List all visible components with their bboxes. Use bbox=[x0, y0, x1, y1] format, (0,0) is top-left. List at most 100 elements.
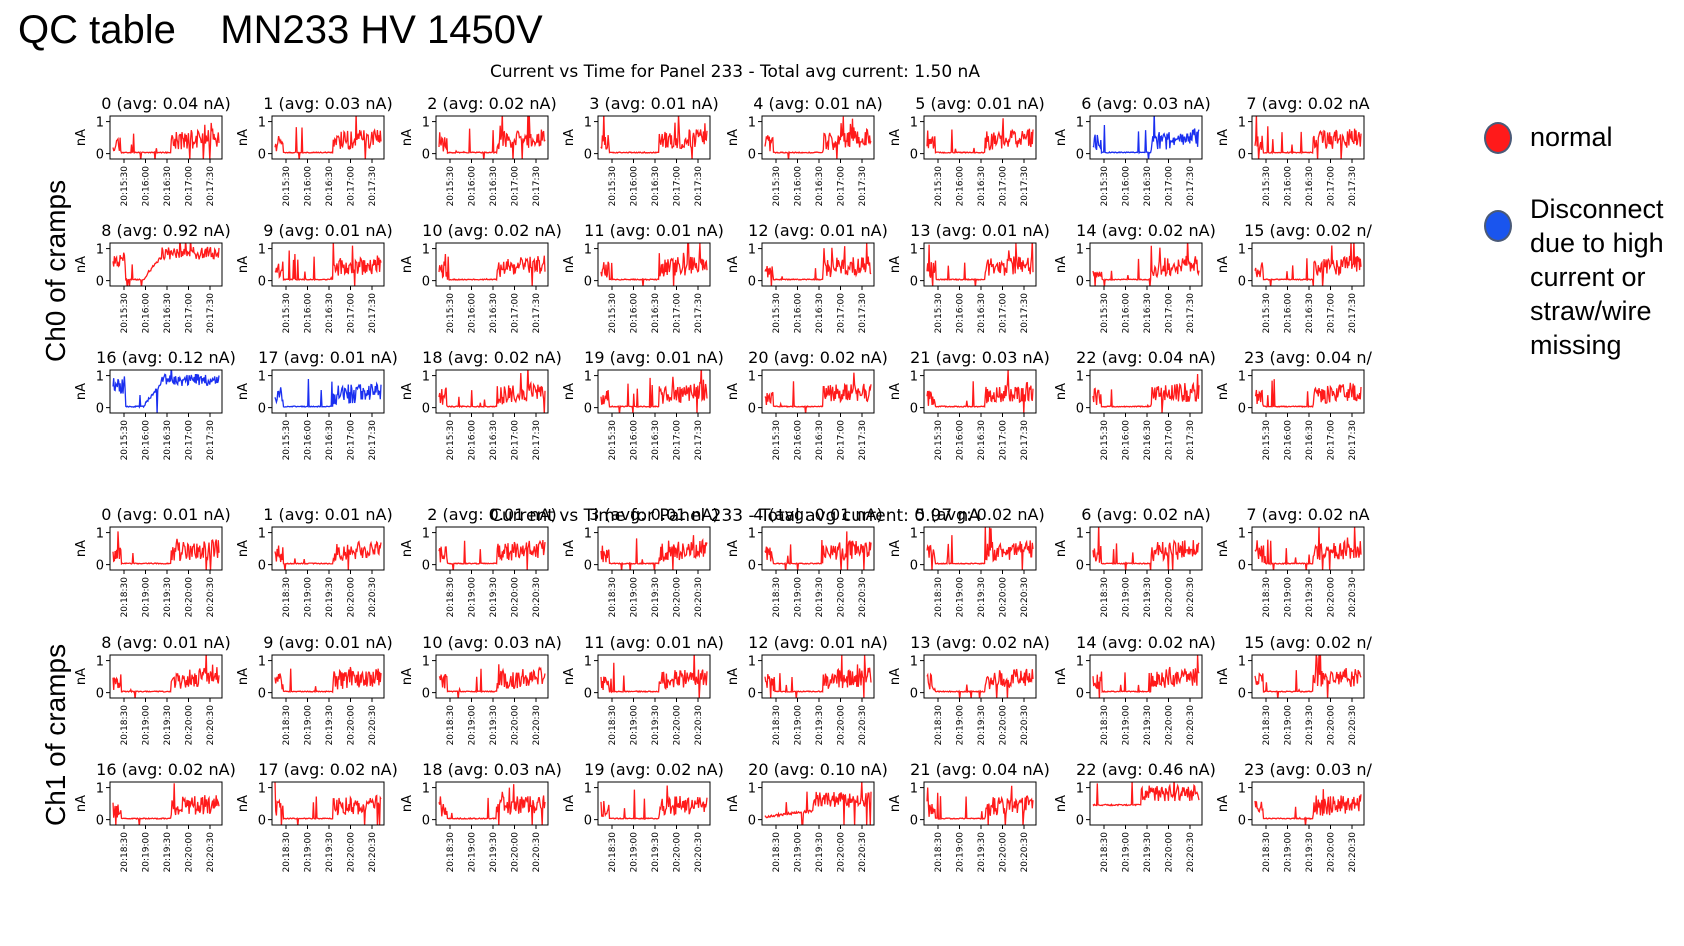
panel-1-3: 3 (avg: 0.01 nA) 1 0 nA 20:18:30 20:19:00 20:1… bbox=[562, 505, 719, 617]
panel-title: 9 (avg: 0.01 nA) bbox=[263, 221, 392, 240]
panel-title: 22 (avg: 0.04 nA) bbox=[1076, 348, 1216, 367]
panel-title: 8 (avg: 0.01 nA) bbox=[101, 633, 230, 652]
x-tick-label: 20:16:30 bbox=[977, 293, 987, 334]
series-line bbox=[1092, 527, 1200, 570]
x-tick-label: 20:19:30 bbox=[1143, 577, 1153, 618]
y-tick-label: 0 bbox=[910, 402, 918, 417]
y-axis-label: nA bbox=[726, 129, 741, 146]
x-tick-label: 20:20:30 bbox=[532, 705, 542, 746]
x-tick-label: 20:20:00 bbox=[1165, 577, 1175, 618]
x-tick-label: 20:20:30 bbox=[858, 577, 868, 618]
plot-frame bbox=[597, 369, 711, 414]
x-tick-label: 20:17:00 bbox=[185, 166, 195, 207]
y-axis-label: nA bbox=[726, 256, 741, 273]
y-tick-label: 0 bbox=[584, 402, 592, 417]
x-tick-label: 20:16:00 bbox=[630, 293, 640, 334]
x-tick-label: 20:16:00 bbox=[142, 166, 152, 207]
plot-frame bbox=[1089, 526, 1203, 571]
panel-1-0: 0 (avg: 0.01 nA) 1 0 nA 20:18:30 20:19:00 20:1… bbox=[74, 505, 231, 617]
x-tick-label: 20:19:00 bbox=[1122, 705, 1132, 746]
legend-label-normal: normal bbox=[1530, 122, 1613, 152]
x-tick-label: 20:19:30 bbox=[325, 705, 335, 746]
x-tick-label: 20:19:30 bbox=[1305, 832, 1315, 873]
panel-1-10: 10 (avg: 0.03 nA) 1 0 nA 20:18:30 20:19:00 20:… bbox=[400, 633, 562, 745]
panel-title: 10 (avg: 0.02 nA) bbox=[422, 221, 562, 240]
y-tick-label: 0 bbox=[258, 148, 266, 163]
legend-dot-disconnect bbox=[1484, 210, 1512, 242]
x-tick-label: 20:19:30 bbox=[163, 832, 173, 873]
panel-title: 16 (avg: 0.02 nA) bbox=[96, 760, 236, 779]
y-tick-label: 1 bbox=[1238, 370, 1246, 385]
y-axis-label: nA bbox=[1054, 129, 1069, 146]
panel-title: 6 (avg: 0.02 nA) bbox=[1081, 505, 1210, 524]
y-axis-label: nA bbox=[1054, 256, 1069, 273]
y-axis-label: nA bbox=[236, 795, 251, 812]
x-tick-label: 20:20:30 bbox=[206, 705, 216, 746]
x-tick-label: 20:16:30 bbox=[977, 420, 987, 461]
plot-frame bbox=[761, 526, 875, 571]
x-tick-label: 20:15:30 bbox=[608, 166, 618, 207]
x-tick-label: 20:17:30 bbox=[1348, 420, 1358, 461]
x-tick-label: 20:19:30 bbox=[977, 577, 987, 618]
x-tick-label: 20:17:30 bbox=[532, 166, 542, 207]
x-tick-label: 20:15:30 bbox=[772, 420, 782, 461]
y-tick-label: 1 bbox=[910, 527, 918, 542]
y-tick-label: 1 bbox=[584, 243, 592, 258]
x-tick-label: 20:20:00 bbox=[999, 705, 1009, 746]
y-tick-label: 0 bbox=[910, 687, 918, 702]
x-tick-label: 20:17:00 bbox=[185, 293, 195, 334]
x-tick-label: 20:20:30 bbox=[694, 832, 704, 873]
y-tick-label: 0 bbox=[748, 687, 756, 702]
x-tick-label: 20:16:00 bbox=[468, 420, 478, 461]
x-tick-label: 20:20:00 bbox=[1327, 705, 1337, 746]
panel-title: 2 (avg: 0.01 nA) bbox=[427, 505, 556, 524]
y-tick-label: 1 bbox=[584, 527, 592, 542]
x-tick-label: 20:19:30 bbox=[325, 832, 335, 873]
x-tick-label: 20:15:30 bbox=[282, 420, 292, 461]
legend-label-disconnect-line5: missing bbox=[1530, 330, 1622, 360]
plot-frame bbox=[271, 115, 385, 160]
plot-frame bbox=[435, 369, 549, 414]
x-tick-label: 20:16:00 bbox=[142, 293, 152, 334]
panel-1-12: 12 (avg: 0.01 nA) 1 0 nA 20:18:30 20:19:00 20:… bbox=[726, 633, 888, 745]
x-tick-label: 20:16:00 bbox=[304, 293, 314, 334]
panel-title: 2 (avg: 0.02 nA) bbox=[427, 94, 556, 113]
panel-0-21: 21 (avg: 0.03 nA) 1 0 nA 20:15:30 20:16:00 20:… bbox=[888, 348, 1050, 460]
y-tick-label: 0 bbox=[1076, 559, 1084, 574]
x-tick-label: 20:17:30 bbox=[1348, 166, 1358, 207]
panel-title: 13 (avg: 0.01 nA) bbox=[910, 221, 1050, 240]
panel-0-6: 6 (avg: 0.03 nA) 1 0 nA 20:15:30 20:16:00 20:1… bbox=[1054, 94, 1211, 206]
y-axis-label: nA bbox=[74, 540, 89, 557]
plot-frame bbox=[597, 526, 711, 571]
x-tick-label: 20:17:30 bbox=[1020, 420, 1030, 461]
y-tick-label: 1 bbox=[96, 655, 104, 670]
y-tick-label: 0 bbox=[96, 687, 104, 702]
x-tick-label: 20:18:30 bbox=[1100, 832, 1110, 873]
y-tick-label: 0 bbox=[1076, 814, 1084, 829]
panel-0-9: 9 (avg: 0.01 nA) 1 0 nA 20:15:30 20:16:00 20:1… bbox=[236, 221, 393, 333]
x-tick-label: 20:19:30 bbox=[489, 577, 499, 618]
y-axis-label: nA bbox=[1054, 540, 1069, 557]
x-tick-label: 20:17:00 bbox=[1327, 420, 1337, 461]
panel-title: 21 (avg: 0.03 nA) bbox=[910, 348, 1050, 367]
x-tick-label: 20:18:30 bbox=[772, 705, 782, 746]
panel-0-2: 2 (avg: 0.02 nA) 1 0 nA 20:15:30 20:16:00 20:1… bbox=[400, 94, 557, 206]
panel-title: 11 (avg: 0.01 nA) bbox=[584, 221, 724, 240]
panel-1-5: 5 (avg: 0.02 nA) 1 0 nA 20:18:30 20:19:00 20:1… bbox=[888, 505, 1045, 617]
y-axis-label: nA bbox=[888, 540, 903, 557]
y-tick-label: 0 bbox=[1238, 687, 1246, 702]
plot-frame bbox=[597, 654, 711, 699]
y-axis-label: nA bbox=[726, 540, 741, 557]
x-tick-label: 20:19:00 bbox=[304, 705, 314, 746]
y-tick-label: 0 bbox=[748, 559, 756, 574]
x-tick-label: 20:20:00 bbox=[1327, 577, 1337, 618]
panel-0-18: 18 (avg: 0.02 nA) 1 0 nA 20:15:30 20:16:00 20:… bbox=[400, 348, 562, 460]
x-tick-label: 20:15:30 bbox=[772, 293, 782, 334]
y-tick-label: 1 bbox=[258, 655, 266, 670]
y-tick-label: 1 bbox=[748, 116, 756, 131]
panel-title: 12 (avg: 0.01 nA) bbox=[748, 633, 888, 652]
x-tick-label: 20:15:30 bbox=[1100, 293, 1110, 334]
series-line bbox=[1092, 655, 1200, 698]
x-tick-label: 20:16:30 bbox=[325, 293, 335, 334]
series-line bbox=[1092, 243, 1200, 286]
